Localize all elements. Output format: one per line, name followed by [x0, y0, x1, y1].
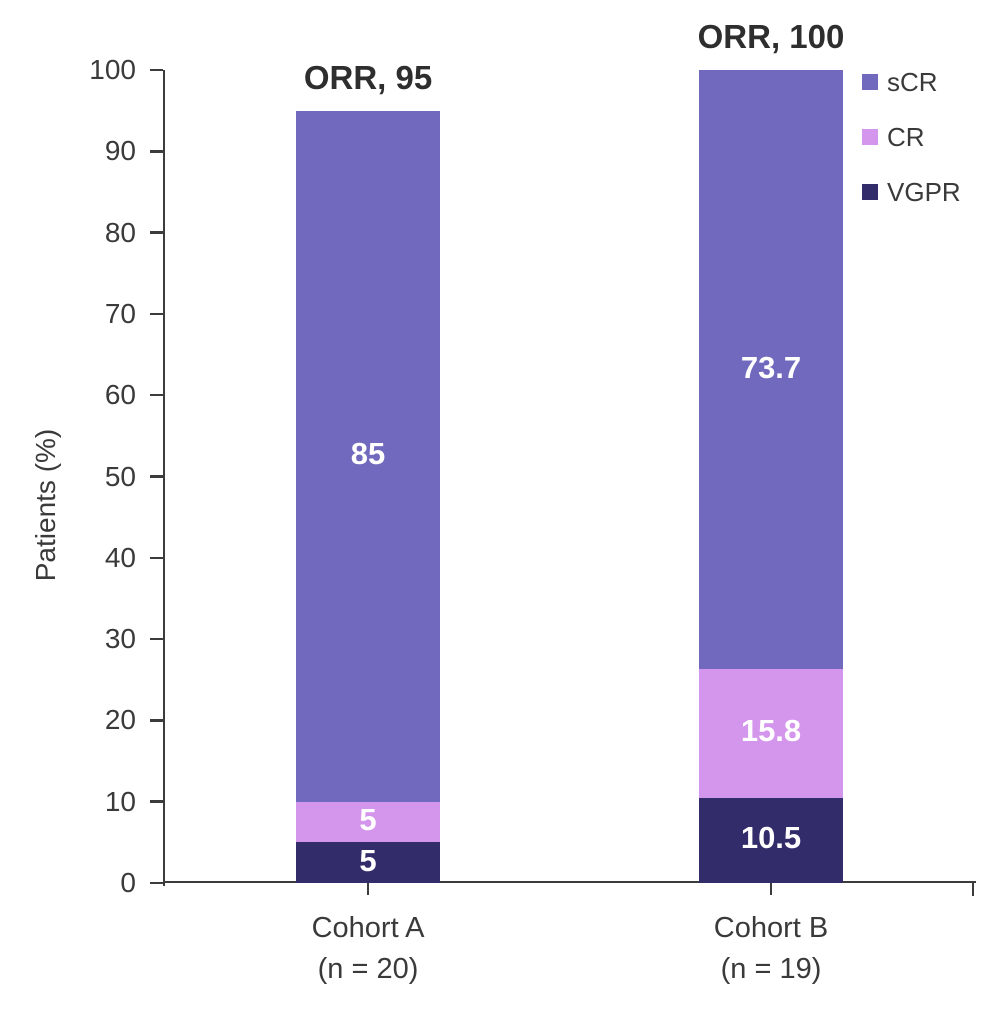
bar-segment-cr: 15.8: [699, 669, 843, 798]
y-tick-label: 70: [104, 297, 136, 329]
y-tick-label: 60: [104, 379, 136, 411]
x-axis-line: [162, 880, 976, 883]
y-tick: [149, 637, 163, 641]
x-tick: [769, 883, 773, 895]
y-tick-label: 30: [104, 623, 136, 655]
category-label: Cohort A (n = 20): [218, 908, 518, 990]
x-axis-end-tick: [971, 880, 975, 896]
bar-value-label: 15.8: [740, 713, 802, 749]
y-tick: [149, 719, 163, 722]
category-label: Cohort B (n = 19): [621, 908, 921, 990]
bar-value-label: 10.5: [740, 820, 802, 856]
bar-segment-scr: 85: [296, 110, 440, 802]
y-tick: [149, 231, 163, 234]
y-tick: [149, 68, 163, 72]
bar-value-label: 5: [359, 842, 377, 878]
orr-annotation: ORR, 100: [697, 18, 845, 55]
category-name: Cohort A: [311, 912, 425, 944]
y-tick: [149, 312, 163, 316]
y-tick: [149, 556, 163, 560]
y-axis-line: [162, 70, 165, 886]
category-name: Cohort B: [713, 912, 829, 944]
y-tick: [149, 881, 163, 885]
y-tick-label: 0: [120, 867, 136, 898]
y-tick-label: 20: [104, 704, 136, 736]
y-tick: [149, 800, 163, 803]
y-tick-label: 10: [104, 785, 136, 817]
y-tick-label: 80: [104, 216, 136, 248]
bar-segment-scr: 73.7: [699, 70, 843, 670]
y-tick: [149, 475, 163, 478]
orr-annotation: ORR, 95: [303, 58, 433, 96]
category-n: (n = 20): [317, 953, 419, 985]
y-tick-label: 40: [104, 541, 136, 573]
bar-segment-vgpr: 5: [296, 842, 440, 883]
y-tick: [149, 150, 163, 153]
bar-segment-vgpr: 10.5: [699, 797, 843, 883]
y-tick-label: 100: [89, 54, 136, 85]
y-tick: [149, 393, 163, 397]
bar-value-label: 85: [350, 436, 386, 472]
bar-value-label: 5: [359, 802, 377, 837]
y-tick-label: 50: [104, 460, 136, 492]
bar-segment-cr: 5: [296, 801, 440, 843]
category-n: (n = 19): [720, 953, 822, 985]
x-tick: [366, 883, 370, 895]
y-tick-label: 90: [104, 135, 136, 167]
bar-value-label: 73.7: [740, 349, 802, 385]
